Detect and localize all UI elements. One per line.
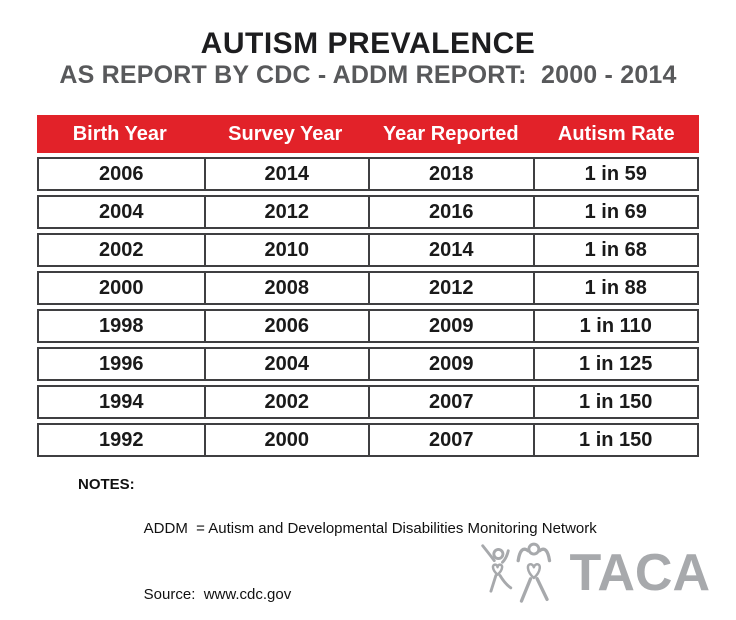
table-row: 2004 2012 2016 1 in 69 — [37, 195, 699, 229]
page-title: AUTISM PREVALENCE — [200, 27, 536, 60]
table-cell: 1 in 69 — [532, 197, 698, 227]
table-row: 1998 2006 2009 1 in 110 — [37, 309, 699, 343]
notes-line-addm: ADDM = Autism and Developmental Disabili… — [143, 520, 597, 537]
table-cell: 2000 — [99, 276, 144, 299]
notes-text: ADDM = Autism and Developmental Disabili… — [144, 474, 597, 620]
table-cell: 1998 — [99, 314, 144, 337]
table-cell: 2007 — [368, 387, 533, 417]
taca-wordmark: TACA — [569, 544, 710, 602]
table-cell: 2014 — [203, 159, 369, 189]
table-cell: 2010 — [203, 235, 369, 265]
table-cell: 1994 — [99, 390, 144, 413]
table-row: 2006 2014 2018 1 in 59 — [37, 157, 699, 191]
table-header-row: Birth Year Survey Year Year Reported Aut… — [37, 115, 699, 153]
table-cell: 2004 — [203, 349, 369, 379]
page-subtitle: AS REPORT BY CDC - ADDM REPORT: 2000 - 2… — [59, 61, 677, 89]
table-row: 1996 2004 2009 1 in 125 — [37, 347, 699, 381]
table-cell: 2009 — [368, 311, 533, 341]
table-cell: 1 in 68 — [532, 235, 698, 265]
table-cell: 1 in 150 — [532, 425, 698, 455]
table-cell: 1 in 125 — [532, 349, 698, 379]
notes-label: NOTES: — [78, 476, 135, 493]
table-cell: 2000 — [203, 425, 369, 455]
table-row: 2000 2008 2012 1 in 88 — [37, 271, 699, 305]
column-header-birth-year: Birth Year — [72, 122, 167, 145]
table-row: 2002 2010 2014 1 in 68 — [37, 233, 699, 267]
table-cell: 2018 — [368, 159, 533, 189]
taca-dancing-figures-icon — [481, 542, 552, 603]
table-cell: 2002 — [99, 238, 144, 261]
prevalence-table: Birth Year Survey Year Year Reported Aut… — [37, 115, 699, 457]
table-cell: 2016 — [368, 197, 533, 227]
notes-block: NOTES: ADDM = Autism and Developmental D… — [78, 474, 597, 620]
table-body: 2006 2014 2018 1 in 59 2004 2012 2016 1 in 69 20… — [37, 157, 699, 457]
table-cell: 1 in 110 — [532, 311, 698, 341]
table-cell: 1 in 150 — [532, 387, 698, 417]
table-cell: 2007 — [368, 425, 533, 455]
table-cell: 2014 — [368, 235, 533, 265]
table-cell: 2012 — [368, 273, 533, 303]
table-cell: 2006 — [203, 311, 369, 341]
table-cell: 1992 — [99, 428, 144, 451]
column-header-year-reported: Year Reported — [382, 122, 519, 145]
table-cell: 2004 — [99, 200, 144, 223]
table-row: 1994 2002 2007 1 in 150 — [37, 385, 699, 419]
table-cell: 2002 — [203, 387, 369, 417]
column-header-autism-rate: Autism Rate — [557, 122, 675, 145]
notes-line-source: Source: www.cdc.gov — [143, 586, 292, 603]
table-cell: 2012 — [203, 197, 369, 227]
table-cell: 1 in 59 — [532, 159, 698, 189]
table-cell: 1996 — [99, 352, 144, 375]
taca-logo: TACA — [473, 540, 710, 606]
table-cell: 2008 — [203, 273, 369, 303]
table-cell: 2009 — [368, 349, 533, 379]
column-header-survey-year: Survey Year — [228, 122, 343, 145]
table-cell: 1 in 88 — [532, 273, 698, 303]
table-row: 1992 2000 2007 1 in 150 — [37, 423, 699, 457]
table-cell: 2006 — [99, 162, 144, 185]
